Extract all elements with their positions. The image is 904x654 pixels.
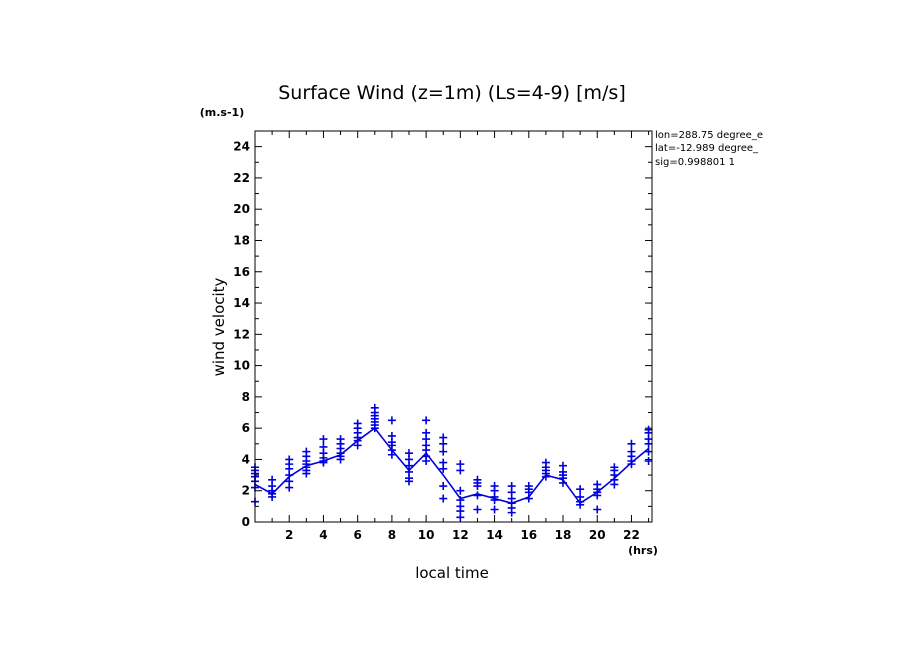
- y-tick-label: 0: [242, 515, 250, 529]
- scatter-point: [627, 439, 636, 448]
- scatter-point: [456, 460, 465, 469]
- x-tick-label: 2: [285, 528, 293, 542]
- y-tick-label: 22: [233, 171, 250, 185]
- scatter-point: [473, 475, 482, 484]
- scatter-point: [490, 482, 499, 491]
- scatter-point: [439, 433, 448, 442]
- y-tick-label: 18: [233, 233, 250, 247]
- scatter-point: [473, 491, 482, 500]
- scatter-point: [302, 447, 311, 456]
- y-tick-label: 24: [233, 140, 250, 154]
- scatter-point: [439, 482, 448, 491]
- scatter-point: [644, 457, 653, 466]
- scatter-point: [627, 447, 636, 456]
- x-tick-label: 12: [452, 528, 469, 542]
- y-tick-label: 14: [233, 296, 250, 310]
- scatter-point: [610, 463, 619, 472]
- x-tick-label: 22: [623, 528, 640, 542]
- scatter-point: [507, 482, 516, 491]
- scatter-point: [576, 492, 585, 501]
- scatter-point: [370, 403, 379, 412]
- scatter-point: [473, 505, 482, 514]
- info-lon: lon=288.75 degree_e: [655, 130, 763, 141]
- plot-frame: [254, 130, 653, 523]
- info-sig: sig=0.998801 1: [655, 157, 735, 168]
- scatter-point: [541, 458, 550, 467]
- info-block: lon=288.75 degree_e lat=-12.989 degree_ …: [655, 130, 763, 168]
- scatter-point: [405, 449, 414, 458]
- info-lat: lat=-12.989 degree_: [655, 143, 759, 154]
- y-tick-label: 2: [242, 484, 250, 498]
- y-tick-label: 8: [242, 390, 250, 404]
- mean-line: [254, 427, 650, 505]
- x-tick-label: 6: [353, 528, 361, 542]
- scatter-point: [593, 480, 602, 489]
- scatter-point: [268, 475, 277, 484]
- scatter-point: [387, 416, 396, 425]
- scatter-point: [456, 486, 465, 495]
- chart-title: Surface Wind (z=1m) (Ls=4-9) [m/s]: [278, 82, 626, 104]
- x-tick-label: 4: [319, 528, 327, 542]
- y-tick-label: 4: [242, 452, 250, 466]
- scatter-point: [422, 416, 431, 425]
- x-axis-unit: (hrs): [628, 544, 658, 557]
- scatter-point: [456, 496, 465, 505]
- y-tick-label: 20: [233, 202, 250, 216]
- scatter-point: [319, 442, 328, 451]
- x-tick-label: 18: [555, 528, 572, 542]
- y-axis-unit: (m.s-1): [200, 106, 244, 119]
- scatter-point: [644, 425, 653, 434]
- scatter-point: [439, 494, 448, 503]
- scatter-point: [559, 461, 568, 470]
- scatter-point: [336, 435, 345, 444]
- x-tick-label: 10: [418, 528, 435, 542]
- x-axis-label: local time: [415, 564, 489, 582]
- scatter-point: [353, 419, 362, 428]
- data-marks: [251, 403, 653, 522]
- scatter-point: [422, 428, 431, 437]
- y-tick-label: 12: [233, 327, 250, 341]
- x-tick-label: 14: [486, 528, 503, 542]
- scatter-point: [387, 431, 396, 440]
- scatter-point: [576, 485, 585, 494]
- y-tick-label: 16: [233, 265, 250, 279]
- scatter-point: [285, 455, 294, 464]
- x-tick-label: 8: [388, 528, 396, 542]
- scatter-point: [644, 447, 653, 456]
- x-tick-label: 20: [589, 528, 606, 542]
- scatter-point: [593, 505, 602, 514]
- x-tick-label: 16: [520, 528, 537, 542]
- y-axis-label: wind velocity: [210, 277, 228, 376]
- y-tick-label: 6: [242, 421, 250, 435]
- scatter-point: [439, 447, 448, 456]
- scatter-point: [524, 482, 533, 491]
- scatter-point: [319, 435, 328, 444]
- y-tick-label: 10: [233, 359, 250, 373]
- scatter-point: [490, 505, 499, 514]
- scatter-point: [439, 458, 448, 467]
